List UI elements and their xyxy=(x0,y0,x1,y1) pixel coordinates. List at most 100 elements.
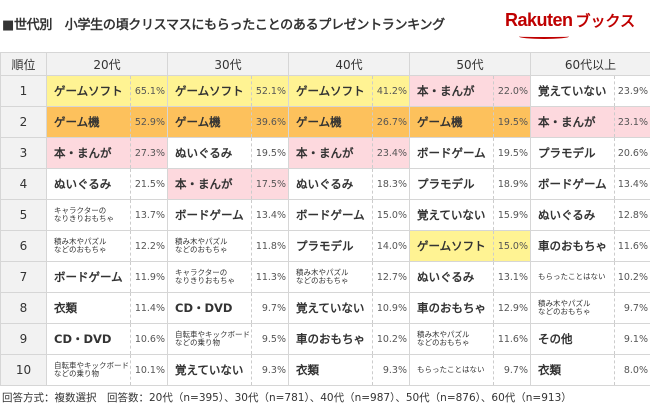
item-name: 車のおもちゃ xyxy=(409,292,494,324)
item-name: ぬいぐるみ xyxy=(409,261,494,293)
table-row: 6 積み木やパズル などのおもちゃ 12.2% 積み木やパズル などのおもちゃ 11.8… xyxy=(0,230,650,262)
item-name: 本・まんが xyxy=(409,75,494,107)
table-header: 順位 20代 30代 40代 50代 60代以上 xyxy=(0,52,650,76)
item-name: 衣類 xyxy=(288,354,373,386)
item-name: 覚えていない xyxy=(409,199,494,231)
item-name: 覚えていない xyxy=(288,292,373,324)
item-name: CD・DVD xyxy=(167,292,252,324)
item-name: ゲームソフト xyxy=(288,75,373,107)
item-name: 車のおもちゃ xyxy=(530,230,615,262)
item-percentage: 19.5% xyxy=(493,106,531,138)
item-name: キャラクターの なりきりおもちゃ xyxy=(46,199,131,231)
item-percentage: 18.3% xyxy=(372,168,410,200)
item-name: CD・DVD xyxy=(46,323,131,355)
item-name: 積み木やパズル などのおもちゃ xyxy=(167,230,252,262)
table-row: 3 本・まんが 27.3% ぬいぐるみ 19.5% 本・まんが 23.4% ボードゲーム 19.… xyxy=(0,137,650,169)
item-percentage: 15.0% xyxy=(372,199,410,231)
item-name: ゲーム機 xyxy=(46,106,131,138)
item-percentage: 11.8% xyxy=(251,230,289,262)
item-percentage: 12.9% xyxy=(493,292,531,324)
item-name: 自転車やキックボード などの乗り物 xyxy=(167,323,252,355)
item-name: キャラクターの なりきりおもちゃ xyxy=(167,261,252,293)
item-percentage: 13.4% xyxy=(251,199,289,231)
rank-cell: 7 xyxy=(0,261,47,293)
table-row: 4 ぬいぐるみ 21.5% 本・まんが 17.5% ぬいぐるみ 18.3% プラモデル 18.9… xyxy=(0,168,650,200)
item-name: 衣類 xyxy=(530,354,615,386)
item-name: 車のおもちゃ xyxy=(288,323,373,355)
item-percentage: 26.7% xyxy=(372,106,410,138)
item-name: 積み木やパズル などのおもちゃ xyxy=(409,323,494,355)
item-name: ぬいぐるみ xyxy=(530,199,615,231)
rank-cell: 8 xyxy=(0,292,47,324)
item-percentage: 10.9% xyxy=(372,292,410,324)
item-name: 積み木やパズル などのおもちゃ xyxy=(530,292,615,324)
table-row: 8 衣類 11.4% CD・DVD 9.7% 覚えていない 10.9% 車のおもちゃ 12.9%… xyxy=(0,292,650,324)
item-name: もらったことはない xyxy=(530,261,615,293)
item-percentage: 17.5% xyxy=(251,168,289,200)
item-percentage: 11.3% xyxy=(251,261,289,293)
page-title: ■世代別 小学生の頃クリスマスにもらったことのあるプレゼントランキング xyxy=(2,18,445,33)
item-name: もらったことはない xyxy=(409,354,494,386)
item-percentage: 27.3% xyxy=(130,137,168,169)
item-percentage: 52.1% xyxy=(251,75,289,107)
item-percentage: 9.7% xyxy=(493,354,531,386)
ranking-table: 順位 20代 30代 40代 50代 60代以上 1 ゲームソフト 65.1% ゲームソフト 52… xyxy=(0,52,650,386)
item-percentage: 14.0% xyxy=(372,230,410,262)
item-percentage: 19.5% xyxy=(493,137,531,169)
item-name: ゲームソフト xyxy=(46,75,131,107)
item-percentage: 9.3% xyxy=(251,354,289,386)
item-name: 衣類 xyxy=(46,292,131,324)
item-percentage: 10.6% xyxy=(130,323,168,355)
item-percentage: 9.7% xyxy=(614,292,650,324)
item-name: 積み木やパズル などのおもちゃ xyxy=(46,230,131,262)
table-row: 5 キャラクターの なりきりおもちゃ 13.7% ボードゲーム 13.4% ボードゲーム 1… xyxy=(0,199,650,231)
item-percentage: 20.6% xyxy=(614,137,650,169)
item-name: ボードゲーム xyxy=(530,168,615,200)
item-percentage: 23.4% xyxy=(372,137,410,169)
item-percentage: 52.9% xyxy=(130,106,168,138)
item-percentage: 9.5% xyxy=(251,323,289,355)
item-percentage: 13.1% xyxy=(493,261,531,293)
header-age-group: 40代 xyxy=(288,52,410,76)
header-age-group: 20代 xyxy=(46,52,168,76)
item-name: ゲーム機 xyxy=(409,106,494,138)
table-row: 2 ゲーム機 52.9% ゲーム機 39.6% ゲーム機 26.7% ゲーム機 19.5% 本・ま… xyxy=(0,106,650,138)
item-percentage: 21.5% xyxy=(130,168,168,200)
table-row: 1 ゲームソフト 65.1% ゲームソフト 52.1% ゲームソフト 41.2% 本・まんが 2… xyxy=(0,75,650,107)
item-percentage: 13.4% xyxy=(614,168,650,200)
item-name: ボードゲーム xyxy=(46,261,131,293)
item-percentage: 41.2% xyxy=(372,75,410,107)
item-percentage: 12.2% xyxy=(130,230,168,262)
item-name: ボードゲーム xyxy=(409,137,494,169)
item-name: ゲーム機 xyxy=(167,106,252,138)
item-percentage: 19.5% xyxy=(251,137,289,169)
header-age-group: 60代以上 xyxy=(530,52,650,76)
rank-cell: 5 xyxy=(0,199,47,231)
item-percentage: 9.7% xyxy=(251,292,289,324)
item-percentage: 15.9% xyxy=(493,199,531,231)
item-name: ぬいぐるみ xyxy=(288,168,373,200)
rank-cell: 1 xyxy=(0,75,47,107)
table-row: 7 ボードゲーム 11.9% キャラクターの なりきりおもちゃ 11.3% 積み木やパズル… xyxy=(0,261,650,293)
rakuten-books-logo: Rakuten ブックス xyxy=(505,10,635,39)
item-percentage: 11.6% xyxy=(614,230,650,262)
item-percentage: 65.1% xyxy=(130,75,168,107)
item-percentage: 11.4% xyxy=(130,292,168,324)
item-name: ぬいぐるみ xyxy=(167,137,252,169)
header-rank: 順位 xyxy=(0,52,47,76)
item-percentage: 10.2% xyxy=(614,261,650,293)
item-name: 自転車やキックボード などの乗り物 xyxy=(46,354,131,386)
header-age-group: 50代 xyxy=(409,52,531,76)
item-name: プラモデル xyxy=(530,137,615,169)
item-percentage: 11.6% xyxy=(493,323,531,355)
item-percentage: 39.6% xyxy=(251,106,289,138)
item-name: プラモデル xyxy=(288,230,373,262)
item-name: ゲームソフト xyxy=(409,230,494,262)
item-name: 本・まんが xyxy=(167,168,252,200)
item-name: 覚えていない xyxy=(167,354,252,386)
item-percentage: 12.7% xyxy=(372,261,410,293)
item-name: ぬいぐるみ xyxy=(46,168,131,200)
item-percentage: 12.8% xyxy=(614,199,650,231)
table-row: 9 CD・DVD 10.6% 自転車やキックボード などの乗り物 9.5% 車のおもちゃ 1… xyxy=(0,323,650,355)
item-name: 本・まんが xyxy=(530,106,615,138)
